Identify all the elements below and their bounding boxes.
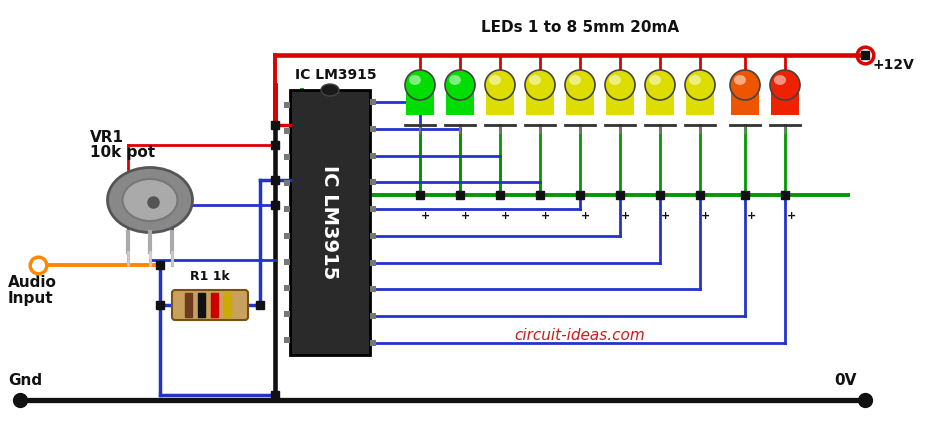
Ellipse shape (569, 75, 581, 85)
Bar (731, 85, 759, 115)
Bar (284, 206, 290, 212)
Bar (211, 293, 218, 317)
Text: IC LM3915: IC LM3915 (320, 165, 339, 280)
Bar (284, 311, 290, 317)
Bar (406, 85, 434, 115)
Bar (566, 85, 594, 115)
Bar (370, 340, 376, 346)
Bar (370, 206, 376, 212)
Bar (646, 85, 674, 115)
Bar (486, 85, 514, 115)
Bar (370, 233, 376, 239)
Text: +12V: +12V (873, 58, 915, 72)
Ellipse shape (321, 84, 339, 96)
Text: LEDs 1 to 8 5mm 20mA: LEDs 1 to 8 5mm 20mA (481, 20, 679, 35)
Text: 10k pot: 10k pot (90, 145, 155, 160)
Ellipse shape (525, 70, 555, 100)
Ellipse shape (529, 75, 541, 85)
Bar (606, 85, 634, 115)
Text: circuit-ideas.com: circuit-ideas.com (514, 327, 646, 342)
Ellipse shape (730, 70, 760, 100)
Bar (370, 99, 376, 105)
Text: +: + (701, 211, 710, 221)
Text: +: + (462, 211, 471, 221)
Bar (284, 233, 290, 239)
Ellipse shape (409, 75, 421, 85)
Bar (224, 293, 231, 317)
Bar (446, 85, 474, 115)
Bar (284, 180, 290, 186)
Ellipse shape (107, 167, 192, 233)
Ellipse shape (689, 75, 701, 85)
Ellipse shape (122, 179, 178, 221)
Text: +: + (622, 211, 631, 221)
Ellipse shape (609, 75, 621, 85)
Bar (185, 293, 192, 317)
Ellipse shape (649, 75, 661, 85)
Ellipse shape (605, 70, 635, 100)
Ellipse shape (770, 70, 800, 100)
Ellipse shape (445, 70, 475, 100)
Ellipse shape (565, 70, 595, 100)
Text: +: + (746, 211, 756, 221)
FancyBboxPatch shape (172, 290, 248, 320)
Text: +: + (541, 211, 550, 221)
Bar (290, 90, 370, 355)
Text: VR1: VR1 (90, 130, 124, 145)
Text: Audio: Audio (8, 275, 56, 290)
Ellipse shape (685, 70, 715, 100)
Bar (284, 154, 290, 160)
Bar (284, 285, 290, 291)
Text: Gnd: Gnd (8, 373, 43, 388)
Bar (284, 337, 290, 343)
Ellipse shape (774, 75, 786, 85)
Bar (771, 85, 799, 115)
Text: +: + (422, 211, 431, 221)
Bar (284, 128, 290, 134)
Text: 0V: 0V (834, 373, 857, 388)
Bar (526, 85, 554, 115)
Bar (284, 102, 290, 108)
Text: +: + (786, 211, 796, 221)
Bar (284, 259, 290, 265)
Text: IC LM3915: IC LM3915 (295, 68, 376, 82)
Ellipse shape (405, 70, 435, 100)
Bar (370, 260, 376, 266)
Ellipse shape (645, 70, 675, 100)
Text: Input: Input (8, 291, 54, 306)
Bar (198, 293, 205, 317)
Bar (370, 179, 376, 185)
Ellipse shape (734, 75, 746, 85)
Ellipse shape (485, 70, 515, 100)
Ellipse shape (489, 75, 501, 85)
Bar (370, 287, 376, 293)
Bar (370, 313, 376, 319)
Text: +: + (501, 211, 511, 221)
Text: +: + (661, 211, 671, 221)
Bar (370, 153, 376, 159)
Bar (370, 126, 376, 132)
Text: R1 1k: R1 1k (191, 270, 230, 283)
Bar (686, 85, 714, 115)
Text: +: + (582, 211, 591, 221)
Ellipse shape (449, 75, 461, 85)
